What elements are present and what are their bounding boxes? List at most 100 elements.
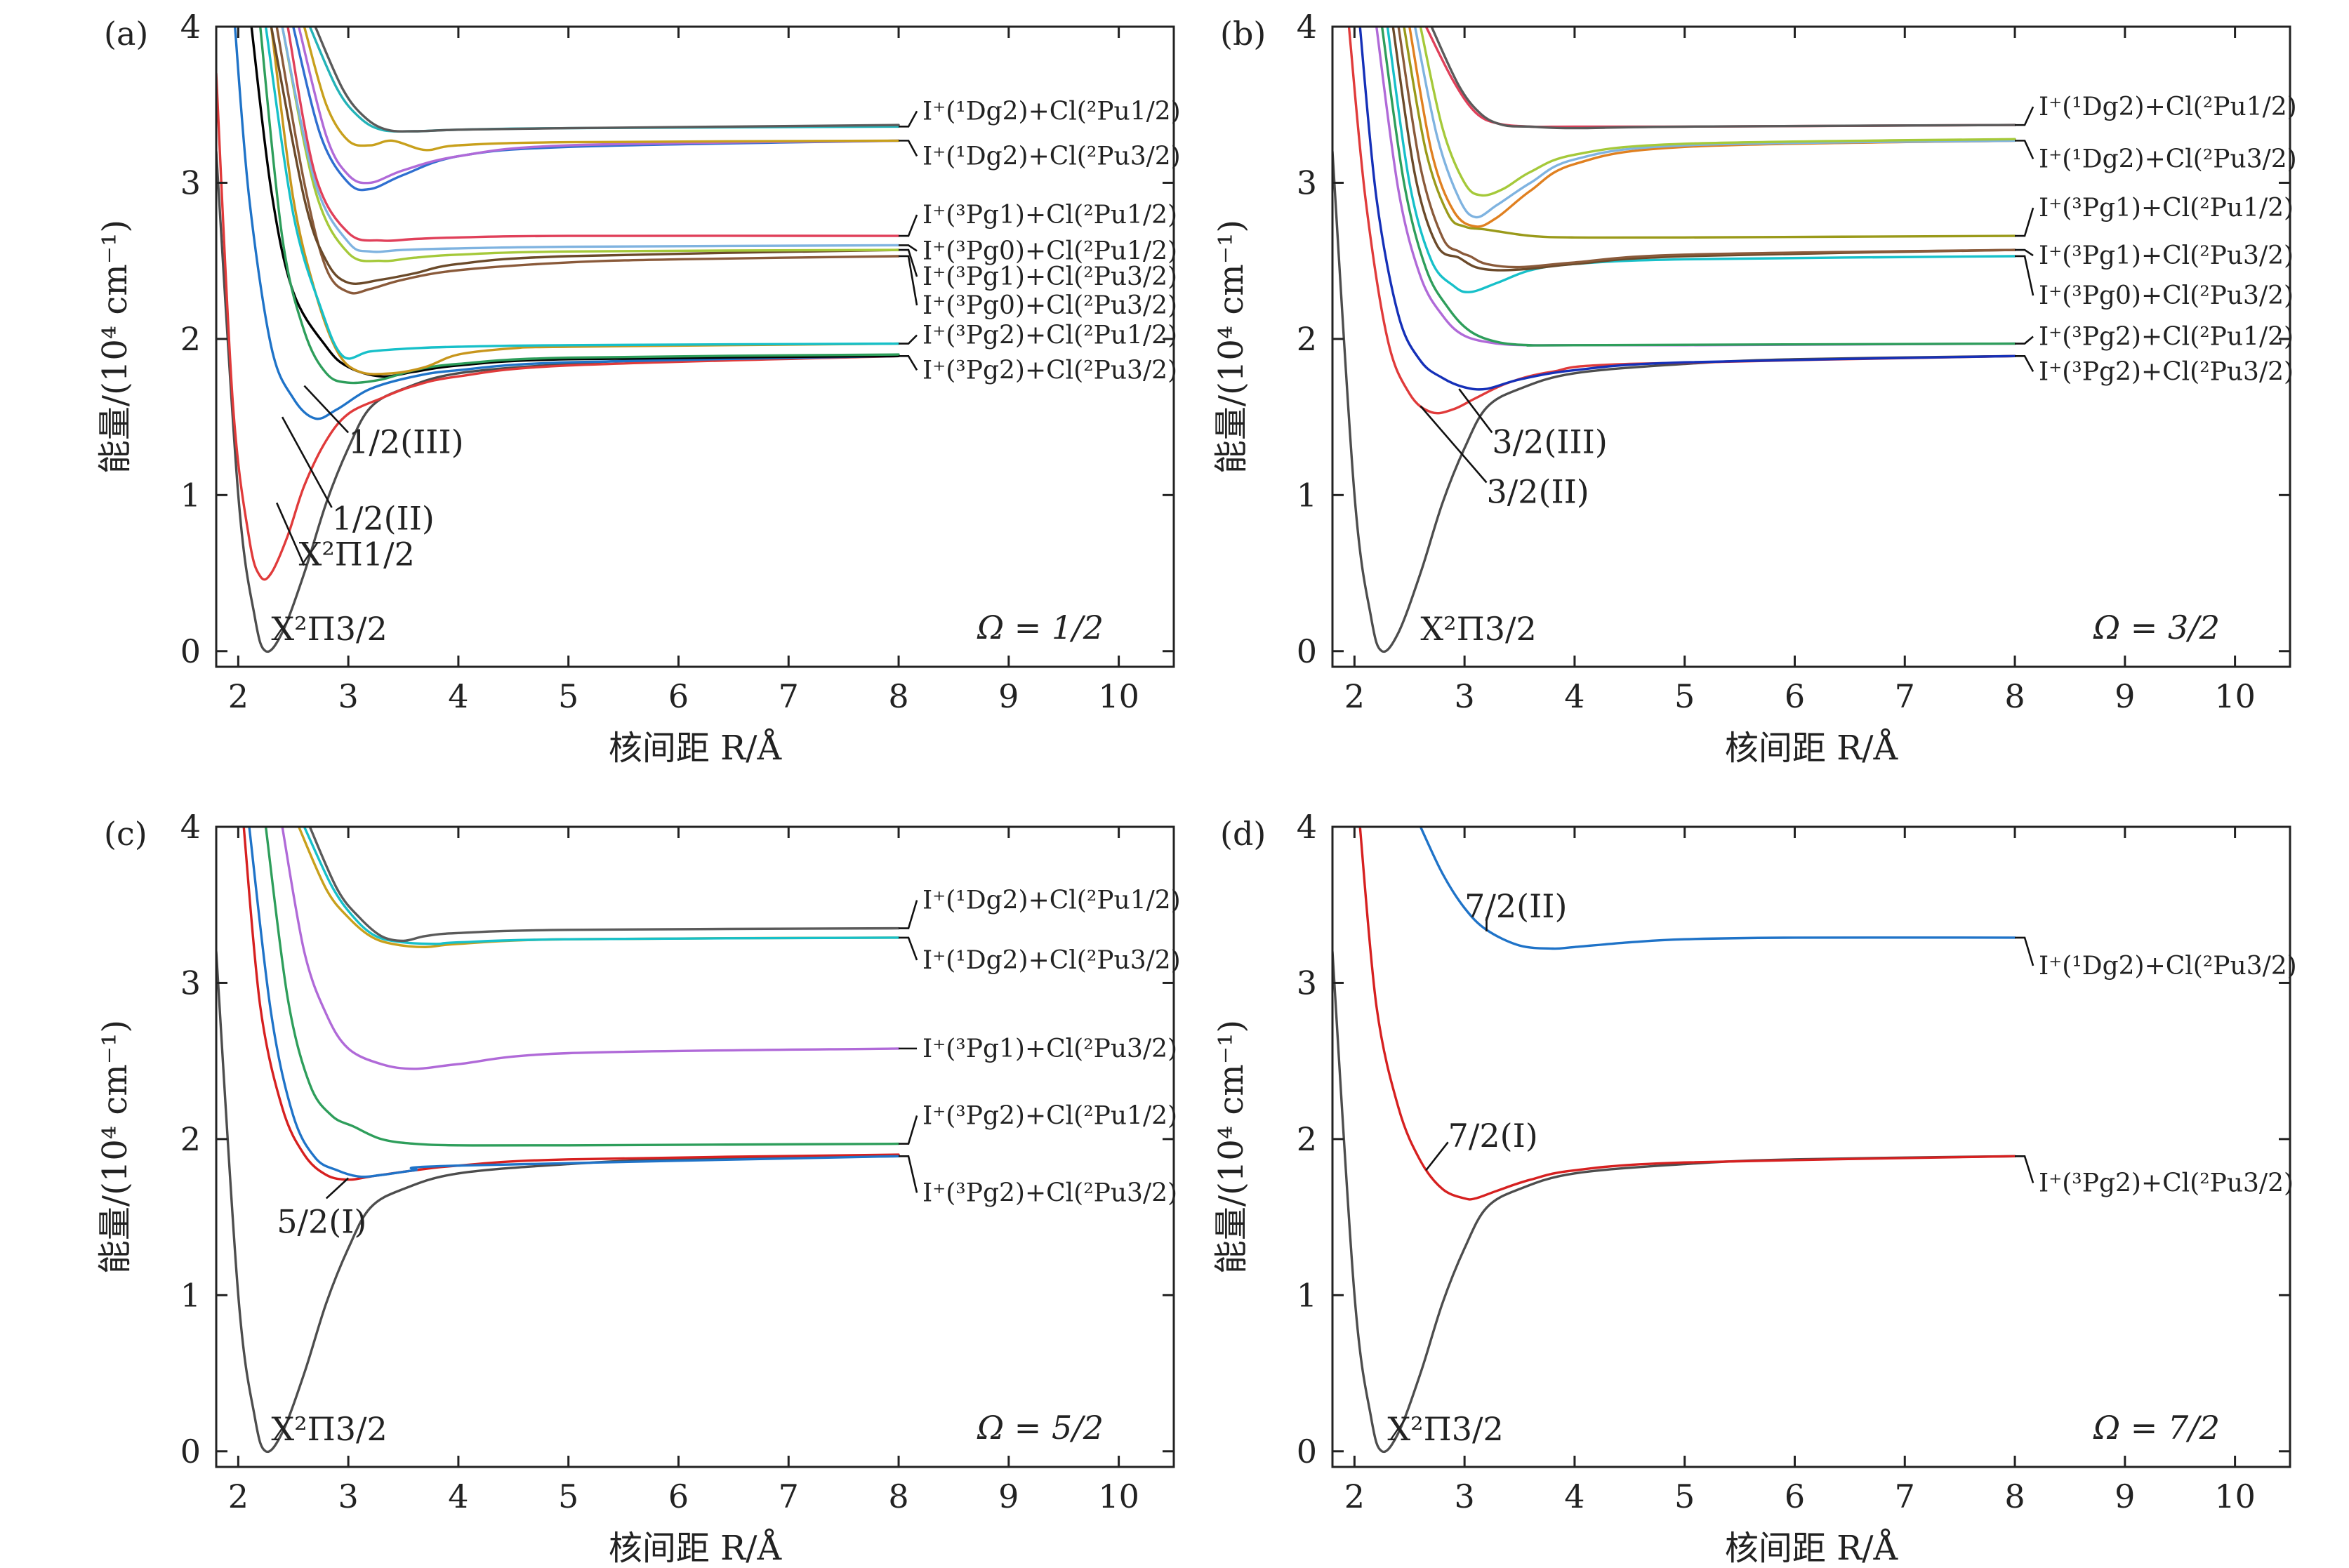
x-tick-label: 10 (1098, 1477, 1139, 1515)
annotation-leader (1420, 405, 1488, 484)
series-line-14 (1430, 27, 2016, 130)
asymptote-label: I⁺(¹Dg2)+Cl(²Pu3/2) (2039, 145, 2297, 173)
x-tick-label: 8 (2004, 1477, 2025, 1515)
series-group (1332, 27, 2016, 653)
panel-label: (b) (1220, 15, 1266, 53)
asymptote-label: I⁺(³Pg0)+Cl(²Pu1/2) (922, 237, 1177, 265)
series-line-3 (234, 27, 900, 420)
series-line-2 (1358, 827, 2016, 1201)
x-tick-label: 7 (1895, 1477, 1915, 1515)
asymptote-label: I⁺(³Pg1)+Cl(²Pu3/2) (2039, 241, 2294, 270)
series-line-7 (264, 27, 900, 360)
series-line-9 (1403, 27, 2016, 239)
asymptote-label: I⁺(³Pg2)+Cl(²Pu3/2) (2039, 357, 2294, 386)
asymptote-label: I⁺(³Pg0)+Cl(²Pu3/2) (922, 291, 1177, 320)
panel-label: (c) (104, 815, 147, 853)
asymptote-label: I⁺(³Pg1)+Cl(²Pu3/2) (922, 263, 1177, 291)
series-line-1 (1332, 950, 2016, 1454)
state-label: 5/2(I) (277, 1202, 366, 1240)
asymptote-leader (2015, 207, 2034, 237)
omega-label: Ω = 1/2 (977, 609, 1104, 646)
series-line-12 (1419, 27, 2016, 197)
asymptote-leader (2015, 355, 2034, 372)
state-label: 1/2(III) (348, 423, 463, 460)
asymptote-label: I⁺(¹Dg2)+Cl(²Pu1/2) (922, 886, 1181, 915)
state-label: 7/2(I) (1448, 1117, 1538, 1155)
plot-frame (215, 25, 1175, 668)
x-tick-label: 9 (998, 677, 1019, 715)
x-tick-label: 6 (668, 677, 689, 715)
x-tick-label: 6 (668, 1477, 689, 1515)
asymptote-label: I⁺(¹Dg2)+Cl(²Pu3/2) (922, 946, 1181, 975)
y-axis-label: 能量/(10⁴ cm⁻¹) (1212, 1020, 1251, 1274)
series-line-7 (303, 827, 900, 945)
plot-frame (215, 825, 1175, 1468)
panel-label: (d) (1220, 815, 1266, 853)
x-tick-label: 10 (1098, 677, 1139, 715)
omega-label: Ω = 7/2 (2093, 1409, 2220, 1447)
asymptote-leader (2015, 255, 2034, 296)
series-line-3 (248, 827, 900, 1178)
series-group (216, 27, 900, 653)
x-tick-label: 2 (228, 1477, 249, 1515)
y-tick-label: 0 (180, 632, 201, 670)
x-tick-label: 4 (448, 1477, 468, 1515)
y-axis-label: 能量/(10⁴ cm⁻¹) (1212, 220, 1251, 474)
x-tick-label: 2 (1344, 1477, 1365, 1515)
series-line-4 (264, 827, 900, 1147)
series-line-12 (286, 27, 900, 242)
series-line-3 (1358, 27, 2016, 391)
asymptote-leader (899, 1115, 918, 1145)
x-tick-label: 3 (338, 677, 358, 715)
series-line-13 (1424, 27, 2016, 128)
x-tick-label: 3 (338, 1477, 358, 1515)
y-tick-label: 1 (1297, 476, 1317, 514)
asymptote-label: I⁺(³Pg2)+Cl(²Pu1/2) (2039, 323, 2294, 352)
y-tick-label: 1 (1297, 1276, 1317, 1314)
y-tick-label: 0 (1297, 632, 1317, 670)
series-line-9 (270, 27, 900, 285)
x-tick-label: 7 (1895, 677, 1915, 715)
y-tick-label: 4 (180, 808, 201, 846)
x-tick-label: 4 (1564, 1477, 1584, 1515)
x-tick-label: 7 (779, 1477, 799, 1515)
state-label: 1/2(II) (332, 499, 435, 537)
series-line-5 (1380, 27, 2016, 347)
asymptote-label: I⁺(³Pg2)+Cl(²Pu3/2) (922, 1178, 1177, 1207)
asymptote-leader (2015, 140, 2034, 159)
series-line-1 (1332, 150, 2016, 653)
asymptote-leader (899, 355, 918, 371)
y-tick-label: 2 (180, 320, 201, 358)
asymptote-leader (899, 244, 918, 252)
series-line-8 (275, 27, 900, 295)
series-line-6 (270, 27, 900, 376)
asymptote-label: I⁺(³Pg2)+Cl(²Pu1/2) (922, 1102, 1177, 1131)
series-line-11 (281, 27, 900, 253)
asymptote-label: I⁺(³Pg1)+Cl(²Pu3/2) (922, 1035, 1177, 1063)
x-tick-label: 10 (2214, 677, 2256, 715)
asymptote-leader (899, 214, 918, 237)
asymptote-label: I⁺(¹Dg2)+Cl(²Pu3/2) (922, 142, 1181, 171)
series-line-5 (281, 827, 900, 1070)
asymptote-label: I⁺(³Pg2)+Cl(²Pu1/2) (922, 321, 1177, 350)
x-tick-label: 4 (448, 677, 468, 715)
asymptote-leader (899, 900, 918, 929)
asymptote-label: I⁺(³Pg0)+Cl(²Pu3/2) (2039, 281, 2294, 310)
x-tick-label: 10 (2214, 1477, 2256, 1515)
state-label: X²Π1/2 (299, 535, 415, 573)
series-line-15 (303, 27, 900, 152)
series-line-1 (216, 950, 900, 1454)
series-line-11 (1413, 27, 2016, 219)
annotation-leader (325, 1177, 350, 1200)
series-line-13 (292, 27, 900, 192)
asymptote-leader (899, 110, 918, 128)
y-tick-label: 3 (180, 164, 201, 201)
series-line-4 (1375, 27, 2016, 347)
series-group (1332, 827, 2016, 1454)
asymptote-label: I⁺(³Pg2)+Cl(²Pu3/2) (922, 356, 1177, 385)
asymptote-label: I⁺(³Pg1)+Cl(²Pu1/2) (922, 201, 1177, 230)
y-tick-label: 4 (1297, 808, 1317, 846)
panel-d: 2 3 4 5 6 7 8 9 10 0 1 2 3 4 核间距 R/Å 能量/(10⁴ cm⁻¹) (d) Ω … (1212, 808, 2297, 1568)
x-tick-label: 5 (1674, 677, 1695, 715)
y-tick-label: 0 (1297, 1433, 1317, 1470)
